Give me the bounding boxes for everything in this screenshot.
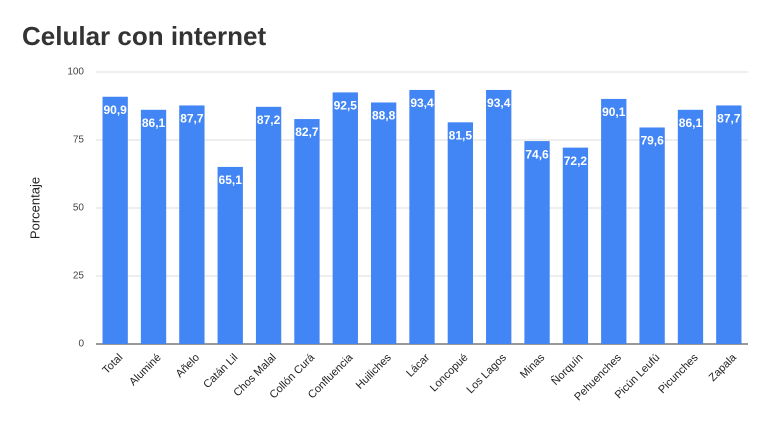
- value-label: 65,1: [219, 173, 243, 187]
- value-label: 74,6: [525, 147, 549, 161]
- value-label: 93,4: [410, 96, 434, 110]
- bar: [524, 141, 550, 344]
- bar: [409, 89, 435, 345]
- y-tick-label: 50: [73, 203, 85, 214]
- bar: [447, 122, 474, 344]
- value-label: 79,6: [640, 134, 664, 148]
- x-tick-label: Minas: [518, 351, 548, 381]
- x-tick-label: Catán Lil: [201, 352, 240, 391]
- value-label: 87,7: [180, 112, 204, 126]
- value-label: 92,5: [334, 99, 358, 113]
- value-label: 93,4: [487, 96, 511, 110]
- bar: [370, 102, 397, 345]
- bar: [677, 109, 704, 344]
- y-tick-label: 25: [73, 271, 85, 282]
- bar: [255, 106, 282, 344]
- value-label: 90,1: [602, 105, 626, 119]
- bar: [601, 98, 627, 344]
- x-tick-label: Picunches: [656, 351, 701, 396]
- x-tick-label: Lácar: [404, 351, 432, 379]
- bar: [562, 147, 589, 344]
- y-tick-label: 75: [73, 135, 85, 146]
- bar: [140, 109, 167, 344]
- bar: [294, 119, 320, 344]
- y-axis-label: Porcentaje: [27, 177, 42, 239]
- x-tick-label: Total: [100, 352, 125, 377]
- bar: [716, 105, 742, 345]
- bar: [179, 105, 205, 345]
- value-label: 90,9: [103, 103, 127, 117]
- x-tick-label: Los Lagos: [465, 351, 510, 396]
- value-label: 87,2: [257, 113, 281, 127]
- value-label: 86,1: [679, 116, 703, 130]
- bar: [332, 92, 358, 345]
- bar: [486, 89, 512, 345]
- bar: [217, 166, 243, 344]
- value-label: 87,7: [717, 112, 741, 126]
- chart-title: Celular con internet: [22, 21, 266, 51]
- y-tick-label: 100: [67, 67, 84, 78]
- value-label: 82,7: [295, 125, 319, 139]
- bar: [102, 96, 128, 344]
- x-tick-label: Añelo: [174, 352, 202, 380]
- value-label: 86,1: [142, 116, 166, 130]
- value-label: 81,5: [449, 128, 473, 142]
- x-tick-label: Huiliches: [354, 351, 394, 391]
- x-tick-label: Aluminé: [127, 352, 164, 389]
- x-tick-label: Zapala: [707, 351, 740, 384]
- bar: [639, 127, 665, 344]
- y-tick-label: 0: [78, 339, 84, 350]
- x-tick-label: Ñorquín: [549, 351, 586, 388]
- value-label: 72,2: [564, 154, 588, 168]
- value-label: 88,8: [372, 109, 396, 123]
